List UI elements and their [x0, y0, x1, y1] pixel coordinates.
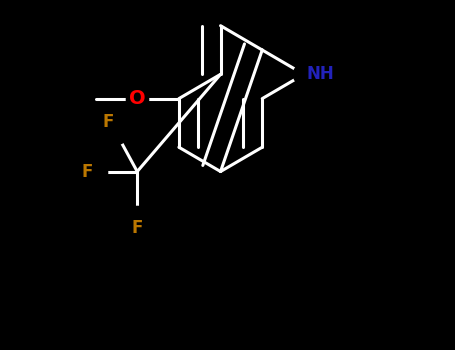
Text: O: O — [129, 89, 146, 108]
Text: F: F — [81, 162, 93, 181]
Text: NH: NH — [307, 65, 334, 83]
Text: F: F — [131, 219, 143, 237]
Text: F: F — [102, 113, 114, 131]
